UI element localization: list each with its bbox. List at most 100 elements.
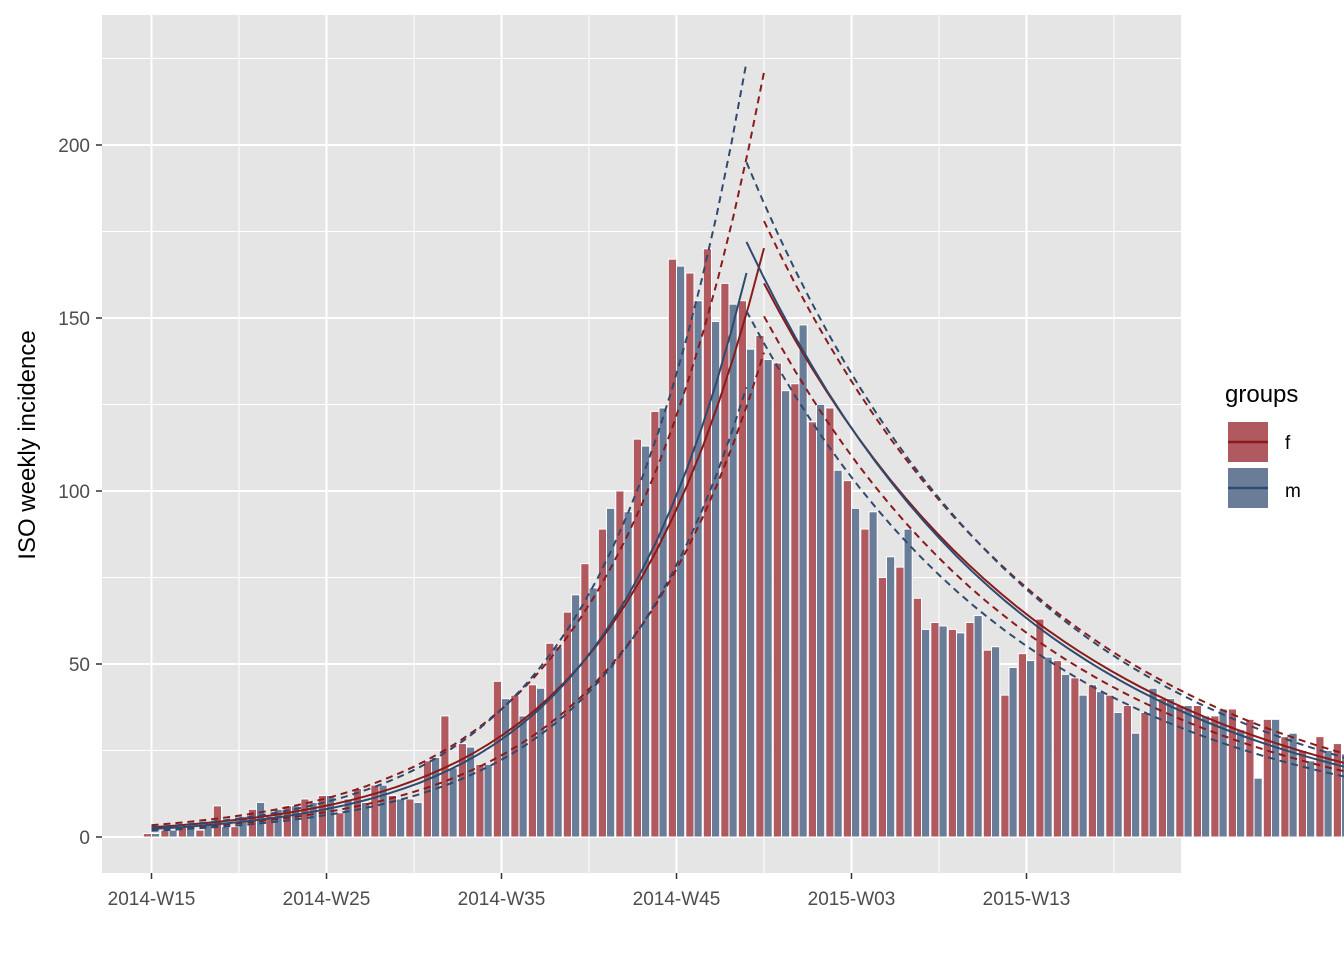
y-tick-label: 200 bbox=[58, 136, 90, 157]
legend-label-f: f bbox=[1285, 433, 1291, 454]
bar-f bbox=[860, 528, 870, 838]
bar-m bbox=[851, 507, 861, 838]
bar-m bbox=[781, 390, 791, 838]
ci-line-f-decay-upper bbox=[763, 220, 1344, 755]
x-tick-label: 2014-W45 bbox=[633, 889, 721, 910]
bar-m bbox=[1148, 687, 1158, 838]
bar-m bbox=[1306, 760, 1316, 838]
bar-f bbox=[1035, 618, 1045, 838]
bar-m bbox=[746, 348, 756, 838]
bar-m bbox=[571, 594, 581, 838]
y-tick-label: 0 bbox=[79, 828, 90, 849]
bar-f bbox=[1122, 705, 1133, 838]
y-tick-label: 50 bbox=[69, 655, 90, 676]
bar-f bbox=[1140, 711, 1150, 838]
legend-label-m: m bbox=[1285, 481, 1301, 502]
bar-m bbox=[1201, 715, 1211, 838]
bar-f bbox=[230, 826, 240, 838]
bar-m bbox=[1096, 691, 1106, 838]
bar-f bbox=[877, 577, 887, 838]
bar-layer bbox=[142, 248, 1344, 838]
bar-m bbox=[1271, 718, 1281, 838]
bar-f bbox=[1017, 653, 1027, 838]
bar-m bbox=[501, 698, 511, 838]
bar-f bbox=[702, 248, 712, 838]
bar-m bbox=[1236, 729, 1246, 838]
bar-f bbox=[842, 480, 852, 838]
bar-f bbox=[667, 258, 677, 838]
bar-f bbox=[825, 407, 835, 838]
ci-line-m-decay-lower bbox=[745, 310, 1344, 778]
bar-m bbox=[1026, 660, 1036, 838]
ci-line-m-growth-lower bbox=[151, 386, 748, 832]
y-tick-label: 100 bbox=[58, 482, 90, 503]
bar-f bbox=[545, 642, 555, 838]
bar-f bbox=[982, 649, 992, 838]
bar-m bbox=[693, 300, 703, 838]
bar-f bbox=[142, 833, 153, 838]
bar-m bbox=[518, 715, 528, 838]
bar-m bbox=[711, 320, 721, 838]
bar-m bbox=[1183, 705, 1193, 838]
bar-f bbox=[195, 829, 205, 838]
bar-f bbox=[1332, 743, 1343, 838]
bar-m bbox=[991, 646, 1001, 838]
bar-f bbox=[895, 566, 905, 838]
legend-title: groups bbox=[1225, 381, 1298, 408]
bar-m bbox=[1131, 732, 1141, 838]
bar-m bbox=[1166, 698, 1176, 838]
bar-f bbox=[737, 300, 747, 838]
bar-m bbox=[273, 808, 283, 838]
bar-f bbox=[650, 410, 660, 838]
y-axis-title: ISO weekly incidence bbox=[14, 330, 41, 559]
bar-m bbox=[816, 404, 826, 838]
bar-f bbox=[755, 334, 765, 838]
bar-m bbox=[221, 826, 231, 838]
bar-m bbox=[396, 798, 406, 838]
bar-m bbox=[938, 625, 948, 838]
legend-key-m bbox=[1225, 465, 1271, 511]
bar-m bbox=[641, 445, 651, 838]
legend: groups f m bbox=[1225, 381, 1301, 511]
bar-m bbox=[1078, 694, 1088, 838]
bar-m bbox=[921, 628, 931, 838]
bar-f bbox=[510, 694, 520, 838]
bar-m bbox=[903, 528, 913, 838]
x-tick-label: 2015-W03 bbox=[808, 889, 896, 910]
bar-m bbox=[676, 265, 686, 838]
bar-f bbox=[1210, 715, 1220, 838]
bar-m bbox=[606, 507, 616, 838]
x-tick-label: 2014-W35 bbox=[458, 889, 546, 910]
bar-m bbox=[431, 756, 441, 838]
y-axis: 0 50 100 150 200 bbox=[58, 136, 102, 849]
bar-m bbox=[728, 303, 738, 838]
bar-f bbox=[352, 788, 362, 838]
bar-f bbox=[1297, 750, 1308, 838]
bar-m bbox=[1341, 753, 1344, 838]
bar-f bbox=[790, 383, 800, 838]
bar-m bbox=[868, 511, 878, 838]
x-tick-label: 2014-W25 bbox=[283, 889, 371, 910]
bar-m bbox=[343, 798, 353, 838]
fit-line-m-growth bbox=[151, 272, 748, 830]
bar-m bbox=[361, 801, 371, 838]
bar-f bbox=[475, 763, 485, 838]
legend-key-f bbox=[1225, 419, 1271, 465]
bar-f bbox=[335, 812, 345, 838]
bar-m bbox=[956, 632, 966, 838]
bar-f bbox=[807, 421, 817, 838]
bar-m bbox=[1113, 711, 1123, 838]
bar-m bbox=[1218, 708, 1228, 838]
bar-m bbox=[1043, 656, 1053, 838]
bar-f bbox=[912, 597, 922, 838]
ci-line-f-growth-upper bbox=[151, 72, 765, 827]
bar-f bbox=[1070, 677, 1080, 838]
bar-m bbox=[326, 794, 336, 838]
bar-m bbox=[466, 746, 476, 838]
bar-m bbox=[886, 556, 896, 838]
x-tick-label: 2015-W13 bbox=[983, 889, 1071, 910]
bar-m bbox=[1061, 673, 1071, 838]
ci-line-m-decay-upper bbox=[745, 161, 1344, 759]
bar-m bbox=[413, 801, 423, 838]
